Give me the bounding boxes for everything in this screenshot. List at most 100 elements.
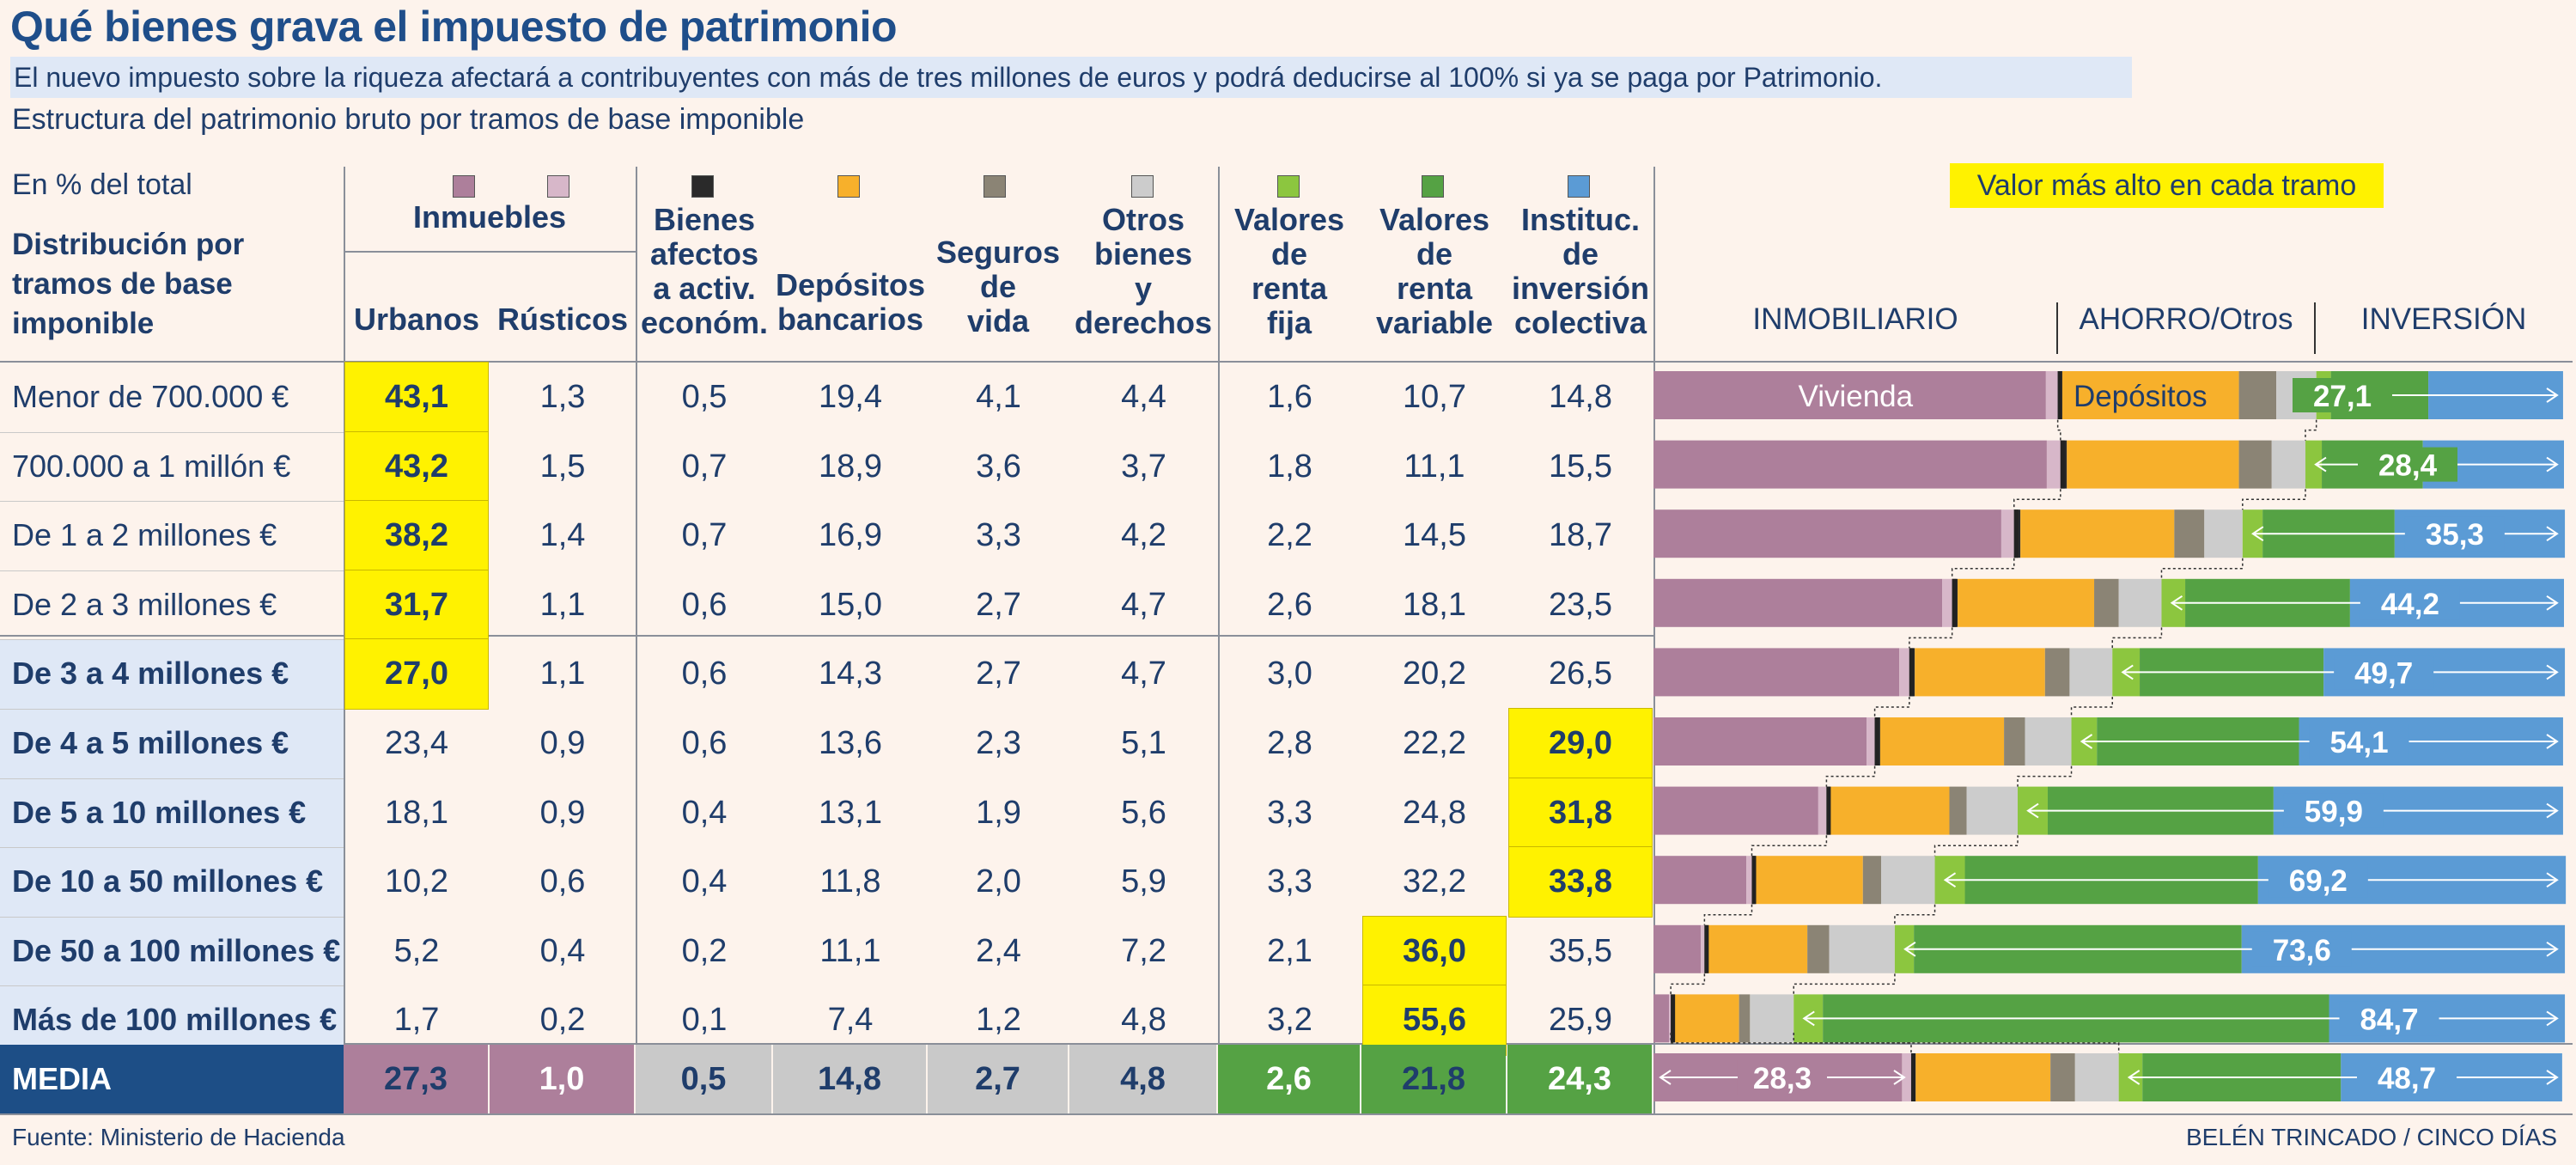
arrow-head-left (2170, 595, 2183, 611)
bar-segment-1 (1701, 924, 1705, 973)
row-label: De 2 a 3 millones € (12, 586, 277, 622)
table-cell: 7,4 (827, 1002, 874, 1039)
table-cell: 2,4 (976, 932, 1021, 969)
table-cell: 11,8 (819, 863, 881, 900)
table-cell: 0,1 (681, 1002, 728, 1039)
arrow-head-left (1659, 1070, 1672, 1085)
row-label: De 3 a 4 millones € (0, 639, 344, 709)
grid-hline (0, 1113, 2573, 1115)
bar-segment-4 (2044, 648, 2070, 697)
inversion-total-bg (2251, 931, 2352, 967)
table-cell: 2,7 (976, 656, 1021, 692)
table-cell: 2,8 (1267, 725, 1312, 761)
inmobiliario-total-label: 28,3 (1753, 1062, 1812, 1095)
table-cell: 0,5 (681, 379, 728, 415)
chart-subtitle: El nuevo impuesto sobre la riqueza afect… (10, 57, 2132, 98)
table-cell: 1,2 (976, 1002, 1021, 1039)
bar-segment-4 (2174, 509, 2205, 558)
table-cell: 27,0 (344, 638, 489, 710)
table-cell: 36,0 (1362, 915, 1507, 987)
media-label: MEDIA (0, 1045, 344, 1113)
table-cell: 2,3 (976, 725, 1021, 761)
row-label: De 10 a 50 millones € (0, 847, 344, 917)
bar-segment-0 (1653, 786, 1818, 835)
table-cell: 0,6 (539, 863, 586, 900)
bar-segment-5 (2025, 717, 2072, 765)
bar-segment-5 (1881, 856, 1935, 905)
inversion-total-label: 59,9 (2305, 796, 2363, 829)
bar-segment-1 (1818, 786, 1827, 835)
table-cell: 4,7 (1121, 656, 1166, 692)
bar-segment-4 (2050, 1053, 2075, 1101)
bar-segment-3 (1958, 578, 2095, 627)
table-cell: 33,8 (1508, 846, 1653, 918)
grid-vline (1218, 167, 1220, 1113)
connector-line (2017, 765, 2073, 787)
table-cell: 15,0 (819, 586, 882, 623)
table-cell: 2,2 (1267, 517, 1312, 554)
table-cell: 15,5 (1549, 448, 1612, 485)
row-label: De 4 a 5 millones € (0, 709, 344, 778)
bar-segment-4 (1949, 786, 1967, 835)
row-label: Menor de 700.000 € (12, 379, 289, 414)
row-divider (0, 916, 344, 918)
arrow-head-left (2026, 802, 2039, 819)
grid-hline (0, 635, 1653, 637)
table-cell: 7,2 (1121, 932, 1166, 969)
inversion-total-bg (2283, 793, 2384, 828)
table-cell: 4,7 (1121, 586, 1166, 623)
arrow-head-left (2080, 734, 2093, 749)
table-cell: 18,1 (385, 794, 448, 831)
legend-swatch-5 (1131, 175, 1154, 198)
bar-segment-1 (1746, 856, 1752, 905)
table-cell: 31,8 (1508, 777, 1653, 849)
bar-segment-1 (1867, 717, 1875, 765)
row-label: De 50 a 100 millones € (0, 916, 344, 986)
connector-line (1825, 765, 1876, 787)
bar-segment-4 (1807, 924, 1830, 973)
table-cell: 14,8 (1549, 379, 1612, 415)
bar-segment-0 (1653, 648, 1900, 697)
connector-line (1873, 697, 1910, 717)
table-cell: 0,9 (539, 794, 586, 831)
bar-segment-3 (2067, 440, 2239, 489)
inversion-total-bg (2339, 1001, 2439, 1036)
table-cell: 29,0 (1508, 708, 1653, 779)
inversion-total-bg (2357, 1060, 2457, 1095)
column-header-0: Urbanos (353, 302, 480, 337)
section-label-inversion: INVERSIÓN (2360, 302, 2527, 336)
table-cell: 1,9 (976, 794, 1021, 831)
bar-segment-0 (1653, 440, 2047, 489)
row-label: 700.000 a 1 millón € (12, 448, 291, 484)
connector-line (2111, 627, 2163, 649)
table-cell: 4,2 (1121, 517, 1166, 554)
legend-swatch-7 (1422, 175, 1444, 198)
row-label: De 5 a 10 millones € (0, 778, 344, 848)
media-cell: 14,8 (773, 1045, 926, 1113)
footer-source: Fuente: Ministerio de Hacienda (12, 1124, 345, 1150)
column-header-6: Valores de renta fija (1233, 202, 1345, 340)
table-cell: 14,5 (1403, 517, 1466, 554)
bar-segment-3 (2061, 371, 2239, 419)
column-header-2: Bienes afectos a activ. económ. (640, 202, 769, 340)
inmobiliario-total-bg (1737, 1060, 1827, 1095)
inversion-total-bg (2358, 447, 2457, 482)
bar-divider (1751, 856, 1757, 905)
legend-swatch-6 (1277, 175, 1300, 198)
table-cell: 0,4 (681, 794, 728, 831)
bar-segment-1 (2046, 440, 2061, 489)
table-cell: 0,9 (539, 725, 586, 761)
table-cell: 3,7 (1121, 448, 1166, 485)
arrow-head-left (2121, 664, 2134, 680)
bar-segment-4 (1862, 856, 1881, 905)
row-divider (0, 639, 344, 641)
arrow-head-right (2546, 802, 2559, 819)
media-cell: 1,0 (490, 1045, 634, 1113)
table-cell: 14,3 (819, 656, 882, 692)
table-cell: 24,8 (1403, 794, 1466, 831)
arrow-head-left (1943, 872, 1957, 888)
inversion-total-bg (2268, 863, 2368, 898)
media-cell: 2,7 (928, 1045, 1068, 1113)
bar-segment-0 (1653, 717, 1867, 765)
table-cell: 4,1 (976, 379, 1021, 415)
